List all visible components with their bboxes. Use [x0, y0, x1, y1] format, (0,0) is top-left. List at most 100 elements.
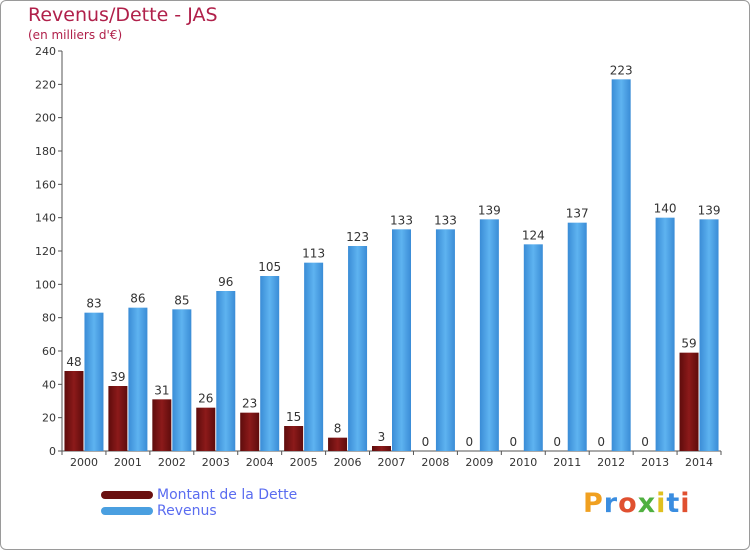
logo-letter: o: [618, 488, 638, 519]
x-tick-label: 2007: [378, 456, 406, 469]
logo-letter: i: [680, 488, 691, 519]
y-tick-label: 220: [35, 78, 56, 91]
bar-revenus: [655, 217, 675, 451]
y-tick-label: 120: [35, 245, 56, 258]
data-label-revenus: 133: [390, 213, 413, 227]
logo-letter: x: [637, 488, 657, 519]
bar-revenus: [567, 222, 587, 451]
y-tick-label: 240: [35, 45, 56, 58]
data-label-revenus: 85: [174, 293, 189, 307]
data-label-revenus: 123: [346, 230, 369, 244]
bar-revenus: [392, 229, 411, 451]
data-label-dette: 48: [66, 355, 81, 369]
bar-dette: [108, 386, 128, 451]
data-label-revenus: 83: [86, 297, 101, 311]
data-label-dette: 23: [242, 397, 257, 411]
y-tick-label: 40: [42, 378, 56, 391]
x-tick-label: 2004: [246, 456, 274, 469]
bar-revenus: [84, 312, 104, 451]
data-label-revenus: 223: [610, 63, 633, 77]
bar-revenus: [172, 309, 192, 451]
legend-label-dette: Montant de la Dette: [157, 487, 298, 503]
bar-dette: [284, 426, 304, 451]
data-label-dette: 39: [110, 370, 125, 384]
x-tick-label: 2010: [509, 456, 537, 469]
bar-dette: [64, 371, 84, 451]
bar-revenus: [479, 219, 499, 451]
y-tick-label: 180: [35, 145, 56, 158]
bar-dette: [328, 437, 348, 451]
x-tick-label: 2009: [465, 456, 493, 469]
y-tick-label: 60: [42, 345, 56, 358]
x-tick-label: 2013: [641, 456, 669, 469]
bar-dette: [196, 407, 216, 451]
legend-item-revenus: Revenus: [101, 503, 297, 519]
data-label-revenus: 140: [654, 202, 677, 216]
bar-revenus: [435, 229, 455, 451]
y-tick-label: 200: [35, 112, 56, 125]
logo-letter: i: [656, 488, 667, 519]
data-label-dette: 3: [378, 430, 386, 444]
data-label-revenus: 139: [698, 203, 721, 217]
data-label-revenus: 133: [434, 213, 457, 227]
x-tick-label: 2005: [290, 456, 318, 469]
data-label-dette: 0: [466, 435, 474, 449]
data-label-revenus: 139: [478, 203, 501, 217]
bar-revenus: [260, 276, 280, 451]
legend-swatch-revenus: [101, 507, 153, 515]
bar-dette: [679, 352, 699, 451]
x-tick-label: 2012: [597, 456, 625, 469]
x-tick-label: 2008: [421, 456, 449, 469]
y-tick-label: 160: [35, 178, 56, 191]
bar-revenus: [611, 79, 631, 451]
data-label-dette: 31: [154, 383, 169, 397]
data-label-dette: 15: [286, 410, 301, 424]
data-label-revenus: 124: [522, 228, 545, 242]
x-tick-label: 2003: [202, 456, 230, 469]
x-tick-label: 2000: [70, 456, 98, 469]
data-label-revenus: 96: [218, 275, 233, 289]
bar-revenus: [523, 244, 543, 451]
data-label-dette: 0: [422, 435, 430, 449]
legend-label-revenus: Revenus: [157, 503, 217, 519]
logo-letter: P: [583, 488, 604, 519]
bar-revenus: [128, 307, 148, 451]
proxiti-logo: Proxiti: [583, 488, 691, 519]
x-tick-label: 2002: [158, 456, 186, 469]
x-tick-label: 2006: [334, 456, 362, 469]
y-tick-label: 20: [42, 412, 56, 425]
logo-letter: t: [666, 488, 681, 519]
y-tick-label: 140: [35, 212, 56, 225]
bar-revenus: [304, 262, 324, 451]
data-label-dette: 0: [509, 435, 517, 449]
bar-dette: [372, 446, 391, 451]
data-label-revenus: 113: [302, 247, 325, 261]
x-tick-label: 2001: [114, 456, 142, 469]
data-label-revenus: 86: [130, 292, 145, 306]
bar-revenus: [348, 246, 368, 451]
legend-item-dette: Montant de la Dette: [101, 487, 297, 503]
data-label-revenus: 105: [258, 260, 281, 274]
bar-dette: [152, 399, 172, 451]
data-label-dette: 0: [553, 435, 561, 449]
data-label-dette: 8: [334, 422, 342, 436]
bar-dette: [240, 412, 260, 451]
data-label-dette: 26: [198, 392, 213, 406]
logo-letter: r: [603, 488, 619, 519]
chart-legend: Montant de la Dette Revenus: [101, 487, 297, 519]
chart-subtitle: (en milliers d'€): [28, 28, 123, 42]
y-tick-label: 80: [42, 312, 56, 325]
x-tick-label: 2011: [553, 456, 581, 469]
legend-swatch-dette: [101, 491, 153, 499]
y-tick-label: 0: [49, 445, 56, 458]
data-label-dette: 0: [597, 435, 605, 449]
y-tick-label: 100: [35, 278, 56, 291]
data-label-revenus: 137: [566, 207, 589, 221]
data-label-dette: 59: [681, 337, 696, 351]
chart-title: Revenus/Dette - JAS: [28, 4, 218, 26]
data-label-dette: 0: [641, 435, 649, 449]
bar-revenus: [699, 219, 719, 451]
bar-revenus: [216, 291, 236, 451]
